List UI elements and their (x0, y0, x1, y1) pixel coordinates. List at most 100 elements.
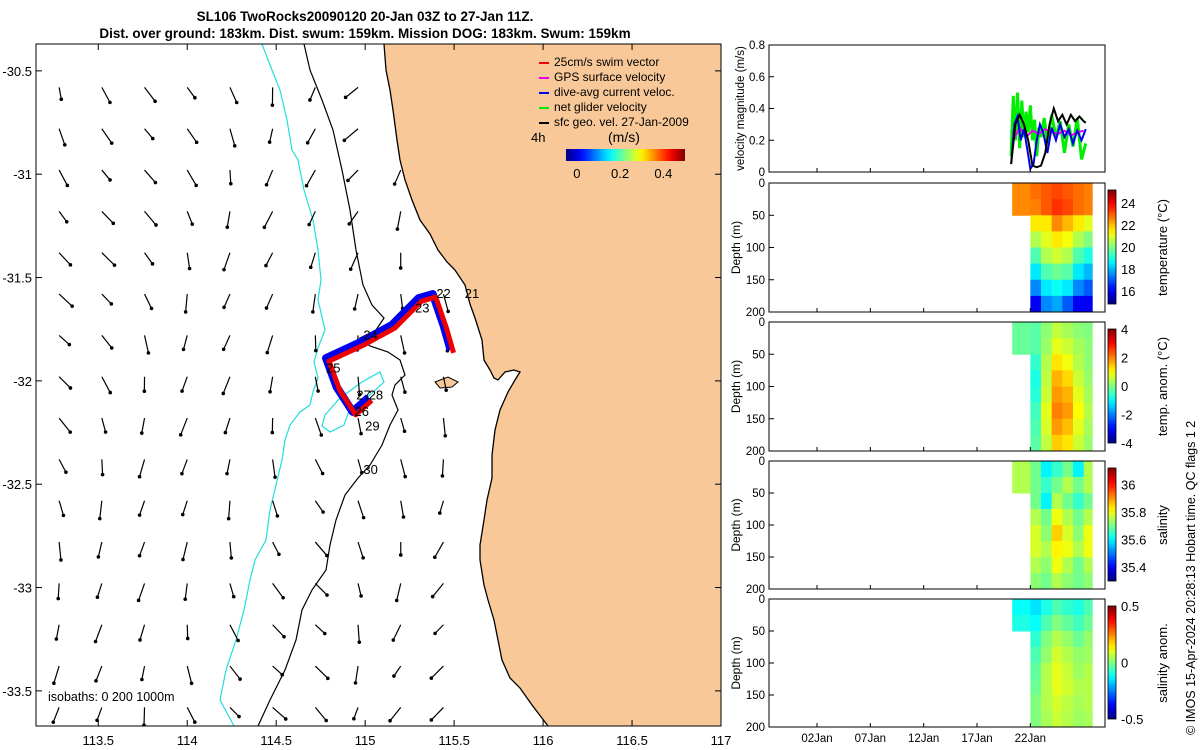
heatmap-panel: 0 50 100 150 200 Depth (m) -4 -2 0 2 4 temp. anom. … (729, 317, 1170, 458)
velocity-arrow (305, 128, 316, 145)
heatmap-cell (1083, 525, 1093, 542)
heatmap-cell (1073, 525, 1085, 542)
heatmap-cell (1062, 647, 1074, 664)
velocity-arrow (101, 210, 116, 226)
heatmap-cell (1051, 541, 1063, 558)
velocity-arrow (143, 293, 154, 311)
isobath-200 (257, 44, 406, 726)
heatmap-cell (1073, 402, 1085, 420)
velocity-arrow (268, 376, 274, 394)
depth-tick-label: 100 (746, 382, 765, 394)
heatmap-cell (1051, 615, 1063, 632)
velocity-arrow (314, 417, 324, 437)
colorbar-label: salinity (1155, 505, 1170, 545)
velocity-arrow (304, 169, 316, 188)
velocity-arrow (229, 170, 233, 186)
heatmap-cell (1030, 599, 1042, 616)
heatmap-cell (1030, 199, 1042, 216)
heatmap-cell (1062, 263, 1074, 281)
heatmap-cell (1030, 711, 1042, 728)
heatmap-cell (1012, 199, 1021, 216)
heatmap-cell (1012, 183, 1021, 200)
heatmap-cell (1073, 695, 1085, 712)
heatmap-cell (1051, 434, 1063, 452)
velocity-arrow (101, 417, 108, 434)
velocity-arrow (229, 128, 237, 148)
depth-tick-label: 200 (746, 446, 765, 458)
velocity-arrow (144, 211, 158, 227)
heatmap-cell (1062, 663, 1074, 680)
velocity-arrow (392, 665, 402, 678)
heatmap-cell (1012, 338, 1021, 355)
heatmap-cell (1030, 461, 1042, 478)
heatmap-cell (1083, 263, 1093, 281)
velocity-arrow (229, 624, 240, 643)
velocity-arrow (272, 541, 281, 557)
velocity-y-tick-label: 0.8 (749, 40, 765, 52)
heatmap-cell (1083, 295, 1093, 313)
heatmap-cell (1030, 247, 1042, 265)
heatmap-cell (1041, 525, 1053, 542)
map-colorbar (566, 149, 685, 161)
heatmap-cell (1083, 247, 1093, 265)
colorbar-tick-label: 0.5 (1121, 599, 1139, 614)
heatmap-cell (1051, 663, 1063, 680)
heatmap-cell (1030, 295, 1042, 313)
velocity-arrow (97, 500, 103, 521)
heatmap-cell (1019, 322, 1031, 339)
heatmap-panel: 0 50 100 150 200 Depth (m) 16 18 20 22 24 temperatu… (729, 178, 1170, 319)
map-y-tick-label: -33 (13, 581, 32, 596)
heatmap-cell (1051, 370, 1063, 387)
heatmap-cell (1083, 215, 1093, 232)
heatmap-cell (1083, 509, 1093, 526)
heatmap-cell (1030, 557, 1042, 574)
velocity-arrow (143, 335, 151, 355)
velocity-arrow (186, 169, 198, 188)
velocity-arrow (343, 86, 359, 100)
velocity-arrow (137, 459, 146, 479)
track-swim-vector (326, 294, 456, 418)
day-tick-label: 22Jan (1015, 733, 1046, 745)
heatmap-cell (1051, 183, 1063, 200)
velocity-arrow (264, 252, 274, 268)
heatmap-cell (1041, 263, 1053, 281)
velocity-arrow (221, 335, 231, 352)
velocity-arrow (267, 128, 274, 144)
depth-tick-label: 200 (746, 584, 765, 596)
track-day-label: 29 (365, 418, 379, 433)
heatmap-cell (1073, 477, 1085, 494)
heatmap-cell (1062, 183, 1074, 200)
velocity-series-line (1010, 112, 1087, 172)
heatmap-cell (1030, 231, 1042, 248)
velocity-arrow (229, 583, 236, 599)
velocity-arrow (180, 459, 188, 476)
track-day-label: 23 (415, 301, 429, 316)
heatmap-cell (1051, 711, 1063, 728)
heatmap-cell (1062, 599, 1074, 616)
depth-tick-label: 150 (746, 275, 765, 287)
heatmap-cell (1019, 599, 1031, 616)
velocity-arrow (353, 665, 359, 685)
velocity-arrow (314, 376, 320, 393)
heatmap-cell (1062, 402, 1074, 420)
heatmap-cell (1083, 631, 1093, 648)
depth-tick-label: 0 (759, 456, 765, 468)
colorbar-tick-label: 24 (1121, 196, 1135, 211)
depth-tick-label: 200 (746, 722, 765, 734)
velocity-arrow (308, 252, 316, 270)
velocity-y-tick-label: 0.6 (749, 72, 765, 84)
velocity-arrow (272, 500, 280, 518)
heatmap-cell (1041, 509, 1053, 526)
depth-tick-label: 100 (746, 520, 765, 532)
colorbar-tick-label: 2 (1121, 351, 1128, 366)
heatmap-cell (1051, 247, 1063, 265)
heatmap-cell (1083, 279, 1093, 297)
heatmap-cell (1030, 370, 1042, 387)
heatmap-cell (1030, 679, 1042, 696)
surface-velocity-field (51, 86, 450, 726)
velocity-arrow (58, 169, 70, 188)
velocity-arrow (58, 293, 74, 308)
velocity-arrow (314, 541, 329, 558)
isobath-0 (383, 44, 549, 726)
heatmap-cell (1073, 354, 1085, 371)
